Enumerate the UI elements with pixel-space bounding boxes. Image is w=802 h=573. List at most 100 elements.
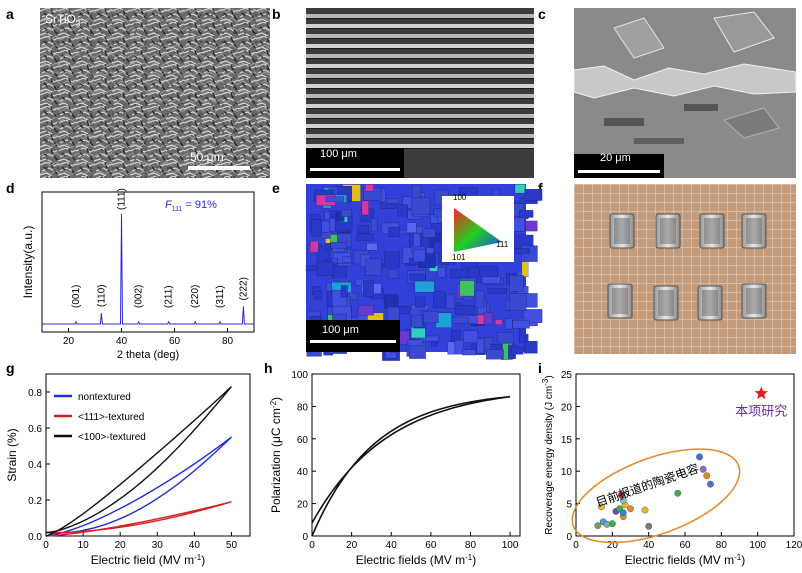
- energy-x-axis-label: Electric fields (MV m-1): [625, 553, 745, 567]
- polarization-y-tick-label: 0: [302, 532, 308, 543]
- sem-image-c: [573, 8, 797, 178]
- polarization-y-tick-label: 80: [297, 402, 309, 413]
- legend-label-0: nontextured: [78, 392, 131, 403]
- panel-letter-e: e: [272, 180, 280, 196]
- scatter-point: [618, 491, 625, 499]
- strain-x-axis-label: Electric field (MV m-1): [91, 553, 205, 567]
- energy-density-chart: 0 20 40 60 80 100 120 0 5 10 15 20 25 Electric fields…: [541, 370, 802, 567]
- legend-label-1: <111>-textured: [78, 412, 144, 423]
- strain-loop-2: [45, 386, 232, 537]
- polarization-y-tick-label: 100: [291, 370, 308, 381]
- material-formula: SrTiO: [45, 12, 76, 26]
- polarization-x-tick-label: 0: [309, 540, 315, 551]
- xrd-chart: 20 40 60 80 2 theta (deg) Intensity(a.u.) (001…: [21, 188, 255, 361]
- xrd-peak-label: (111): [117, 188, 128, 210]
- energy-x-tick-label: 60: [679, 540, 691, 551]
- xrd-x-tick-label: 80: [222, 336, 234, 347]
- ipf-label-101: 101: [452, 253, 466, 262]
- xrd-peak-label: (220): [190, 285, 201, 308]
- scatter-point: [696, 453, 703, 461]
- sem-image-b: [306, 8, 534, 178]
- ebsd-map: [305, 184, 543, 361]
- strain-x-tick-label: 40: [189, 540, 201, 551]
- scalebar-c-label: 20 μm: [600, 152, 631, 164]
- scatter-point: [627, 505, 634, 513]
- energy-x-tick-label: 20: [607, 540, 619, 551]
- panel-letter-i: i: [538, 360, 542, 376]
- energy-x-tick-label: 120: [786, 540, 802, 551]
- this-work-label: 本项研究: [735, 403, 787, 418]
- strain-y-tick-label: 0.2: [28, 496, 42, 507]
- this-work-star: [754, 386, 768, 400]
- reported-ceramics-ellipse: [571, 448, 741, 544]
- scatter-point: [608, 520, 616, 528]
- strain-x-tick-label: 0: [43, 540, 49, 551]
- xrd-x-tick-label: 60: [169, 336, 181, 347]
- scatter-point: [598, 503, 605, 511]
- xrd-frame: [41, 191, 255, 333]
- strain-chart: 0 10 20 30 40 50 0.0 0.2 0.4 0.6 0.8 Electric field…: [5, 373, 251, 567]
- strain-y-tick-label: 0.6: [28, 424, 42, 435]
- xrd-peak-label: (002): [134, 285, 145, 308]
- energy-x-tick-label: 100: [749, 540, 766, 551]
- strain-y-tick-label: 0.4: [28, 460, 42, 471]
- scatter-point: [594, 522, 602, 530]
- xrd-peak-label: (211): [164, 285, 175, 308]
- panel-letter-h: h: [264, 360, 273, 376]
- energy-x-tick-label: 0: [573, 540, 579, 551]
- scatter-point: [674, 489, 682, 497]
- strain-x-tick-label: 10: [78, 540, 90, 551]
- energy-y-tick-label: 25: [561, 370, 573, 381]
- polarization-x-tick-label: 40: [386, 540, 398, 551]
- scatter-point: [707, 480, 714, 488]
- scatter-point: [703, 472, 711, 480]
- strain-y-tick-label: 0.0: [28, 532, 42, 543]
- energy-y-axis-label: Recoverage energy density (J cm-3): [541, 375, 555, 534]
- ellipse-annotation: 目前报道的陶瓷电容: [594, 460, 701, 509]
- energy-y-tick-label: 15: [561, 435, 573, 446]
- xrd-peak-label: (001): [71, 285, 82, 308]
- energy-y-tick-label: 5: [566, 500, 572, 511]
- strain-x-tick-label: 20: [115, 540, 127, 551]
- material-label: SrTiO3: [45, 12, 80, 28]
- energy-x-tick-label: 40: [643, 540, 655, 551]
- xrd-x-tick-label: 20: [63, 336, 75, 347]
- material-subscript: 3: [75, 19, 81, 29]
- scatter-point: [699, 465, 707, 473]
- polarization-frame: [311, 373, 521, 537]
- strain-loop-1: [45, 501, 232, 537]
- scalebar-b-label: 100 μm: [320, 148, 357, 160]
- polarization-x-tick-label: 100: [502, 540, 519, 551]
- panel-letter-c: c: [538, 6, 546, 22]
- panel-letter-f: f: [538, 180, 543, 196]
- polarization-y-axis-label: Polarization (μC cm-2): [269, 397, 283, 513]
- xrd-annotation: F111 = 91%: [165, 199, 217, 213]
- strain-x-tick-label: 50: [226, 540, 238, 551]
- panel-letter-b: b: [272, 6, 281, 22]
- strain-x-tick-label: 30: [152, 540, 164, 551]
- scatter-point: [645, 522, 653, 530]
- legend-label-2: <100>-textured: [78, 432, 146, 443]
- xrd-x-tick-label: 40: [116, 336, 128, 347]
- polarization-y-tick-label: 20: [297, 500, 309, 511]
- xrd-y-axis-label: Intensity(a.u.): [21, 226, 35, 299]
- strain-frame: [45, 373, 251, 537]
- polarization-loop: [311, 395, 511, 537]
- xrd-peak-label: (110): [96, 284, 107, 307]
- xrd-peak-label: (311): [215, 285, 226, 308]
- xrd-pattern-line: [42, 213, 254, 325]
- panel-letter-g: g: [6, 360, 15, 376]
- energy-frame: [575, 373, 795, 537]
- sem-image-a: [40, 8, 270, 178]
- strain-y-axis-label: Strain (%): [5, 428, 19, 481]
- polarization-x-tick-label: 80: [465, 540, 477, 551]
- ipf-label-111: 111: [496, 240, 509, 249]
- ipf-label-100: 100: [453, 193, 467, 202]
- xrd-x-axis-label: 2 theta (deg): [117, 349, 179, 361]
- energy-y-tick-label: 20: [561, 402, 573, 413]
- strain-y-tick-label: 0.8: [28, 388, 42, 399]
- scalebar-e-label: 100 μm: [322, 324, 359, 336]
- polarization-x-tick-label: 20: [346, 540, 358, 551]
- polarization-y-tick-label: 40: [297, 467, 309, 478]
- xrd-peak-label: (222): [238, 277, 249, 300]
